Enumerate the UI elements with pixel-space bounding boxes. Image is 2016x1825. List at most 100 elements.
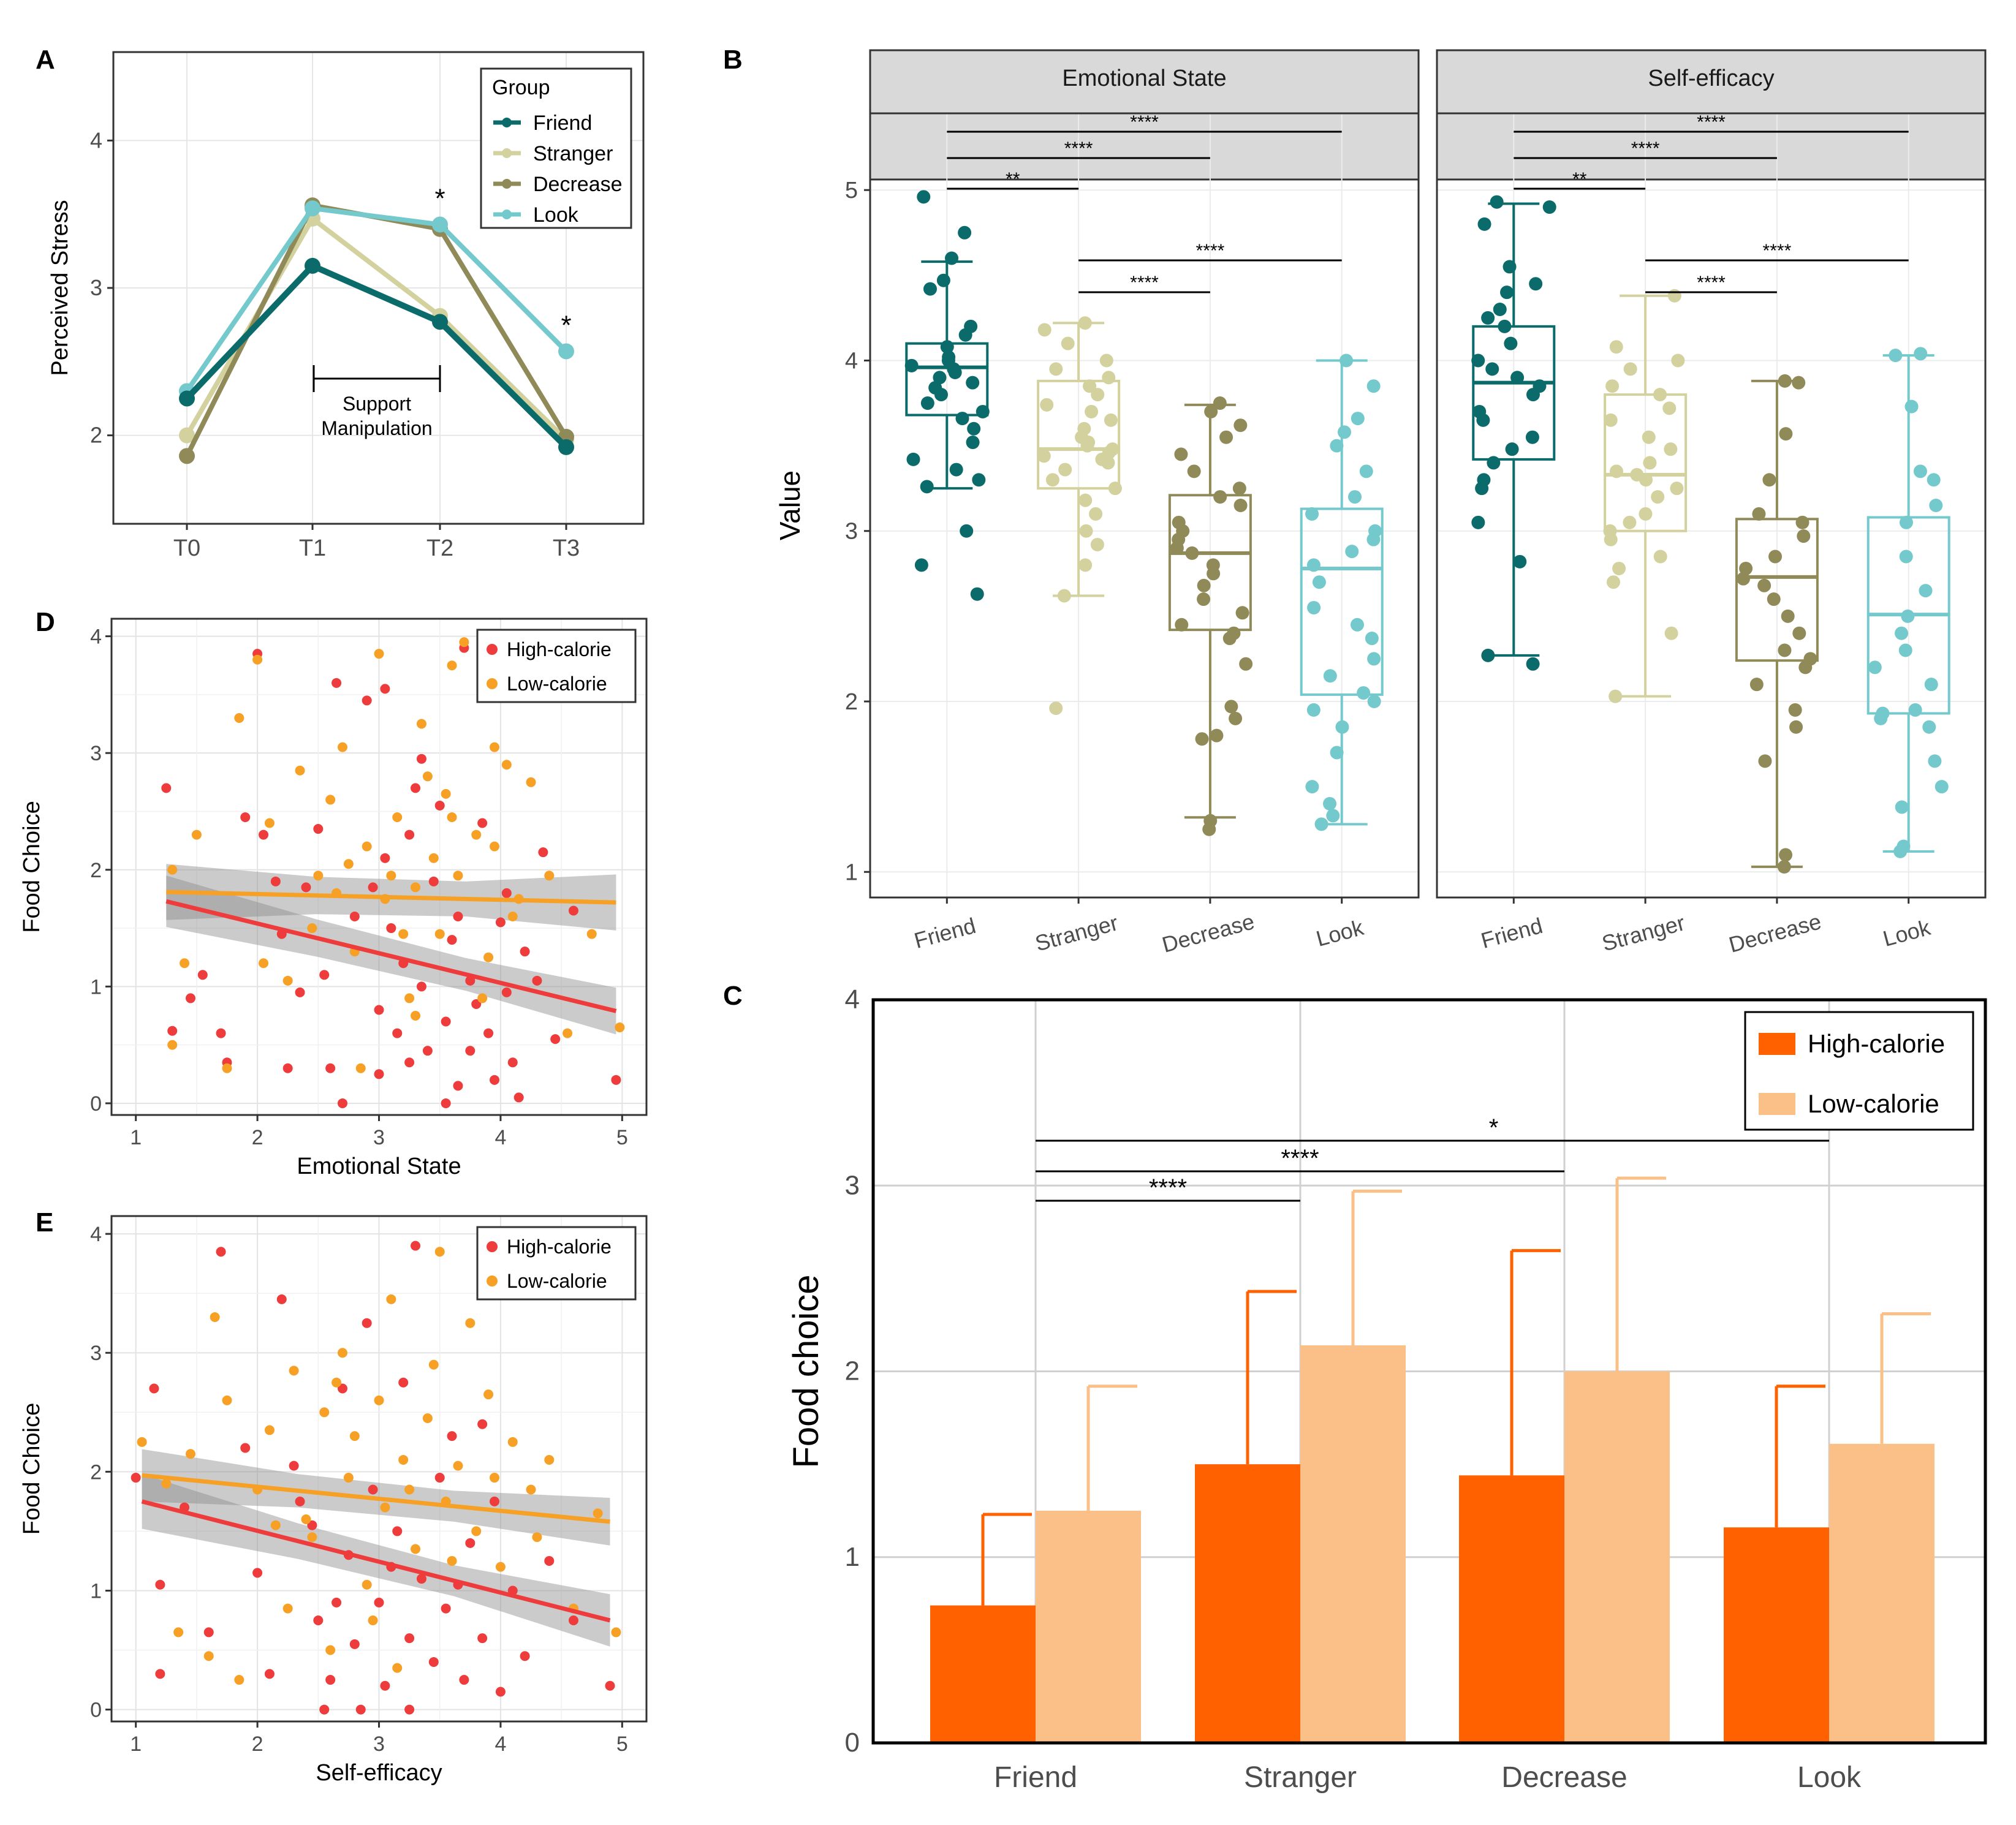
legend-label: High-calorie [507,1236,612,1258]
significance-label: **** [1281,1145,1319,1172]
scatter-point-high-calorie [416,981,426,992]
box-point [1366,532,1381,546]
scatter-point-low-calorie [411,1544,421,1554]
box-point [1312,575,1326,589]
scatter-point-high-calorie [611,1075,621,1085]
scatter-point-high-calorie [295,1496,305,1506]
scatter-point-high-calorie [149,1383,159,1394]
x-tick-label: 2 [252,1126,263,1149]
scatter-point-high-calorie [392,1028,403,1038]
box-point [1928,754,1942,768]
box-point [1471,353,1485,368]
scatter-point-high-calorie [404,1633,415,1644]
panel-c-bar-chart: 0 1 2 3 4 Food choice Friend Stranger Decrease Lo… [786,984,1987,1794]
scatter-point-high-calorie [325,1675,336,1685]
scatter-point-low-calorie [313,871,324,881]
box-point [1899,515,1913,529]
scatter-point-high-calorie [501,987,512,997]
box-point [1778,643,1792,657]
scatter-point-low-calorie [611,1627,621,1638]
bar-low-calorie [1036,1510,1141,1743]
box-point [920,396,934,410]
box-point [1174,447,1188,461]
box-point [1222,632,1237,646]
box-point [1779,427,1793,441]
x-axis-label: Emotional State [297,1154,461,1179]
series-point-decrease [179,448,195,464]
scatter-point-low-calorie [398,929,409,939]
series-point-friend [179,390,195,407]
scatter-point-high-calorie [416,754,426,764]
box-point [1609,689,1623,703]
scatter-point-low-calorie [489,742,499,752]
scatter-point-low-calorie [349,1431,360,1441]
series-point-look [432,216,448,233]
box-point [1513,554,1527,569]
scatter-point-high-calorie [441,1603,451,1614]
box-point [904,358,919,372]
scatter-point-low-calorie [368,1615,378,1625]
scatter-point-high-calorie [477,1419,488,1429]
series-point-friend [305,257,320,274]
box-point [1481,311,1495,325]
scatter-point-high-calorie [532,975,542,986]
scatter-point-low-calorie [459,637,469,648]
legend-box [476,629,637,703]
scatter-point-low-calorie [295,765,305,776]
y-tick-label: 1 [90,1579,102,1603]
panel-e-scatter: 0 1 2 3 4 1 2 3 4 5 Self-efficacy Food Choice High-c… [19,1215,648,1786]
significance-star: * [434,184,445,214]
y-tick-label: 0 [845,1728,860,1758]
x-tick-label: Look [1313,915,1366,951]
panel-b-box-plot: Value 1 2 3 4 5 Emotional State Friend Stranger D… [774,49,1987,958]
legend-box [476,1226,637,1301]
scatter-point-low-calorie [428,1359,439,1370]
scatter-point-high-calorie [319,970,330,980]
legend-swatch [487,1241,498,1252]
scatter-point-low-calorie [501,760,512,770]
box-point [1037,449,1051,463]
series-point-stranger [179,427,195,444]
scatter-point-high-calorie [155,1579,165,1590]
box-point [1935,780,1949,794]
legend-swatch [1759,1033,1795,1055]
box-point [1919,584,1933,598]
box-point [948,365,962,379]
panel-a-line-chart: 2 3 4 T0 T1 T2 T3 Perceived Stress * * SupportMani… [47,51,645,561]
significance-label: ** [1572,169,1587,189]
scatter-point-low-calorie [416,719,426,729]
box-point [1101,456,1115,470]
box-point [1202,822,1216,836]
scatter-point-low-calorie [301,1514,311,1524]
box-point [1487,456,1501,470]
scatter-point-high-calorie [404,1057,415,1068]
scatter-point-high-calorie [550,1034,561,1045]
y-tick-label: 1 [845,1542,860,1572]
scatter-point-high-calorie [301,882,311,893]
box-iqr [1735,518,1819,662]
scatter-point-high-calorie [362,1318,372,1328]
box-point [1079,524,1093,538]
series-point-look [305,200,320,217]
series-line-friend [184,262,569,450]
scatter-point-low-calorie [447,660,457,671]
box-point [1197,592,1211,606]
box-point [966,376,980,390]
scatter-point-high-calorie [362,695,372,706]
box-point [1345,545,1359,559]
panel-label-e: E [36,1207,53,1237]
box-point [1175,618,1189,632]
box-point [1670,482,1684,496]
scatter-point-high-calorie [465,1046,476,1056]
box-point [1789,720,1803,734]
box-point [1476,413,1490,427]
bar-high-calorie [930,1605,1036,1743]
y-tick-label: 2 [845,689,858,715]
scatter-point-low-calorie [325,795,336,805]
box-point [1350,618,1364,632]
box-point [914,558,928,572]
bar-high-calorie [1724,1527,1829,1743]
box-point [1653,388,1667,402]
box-point [1306,558,1321,572]
